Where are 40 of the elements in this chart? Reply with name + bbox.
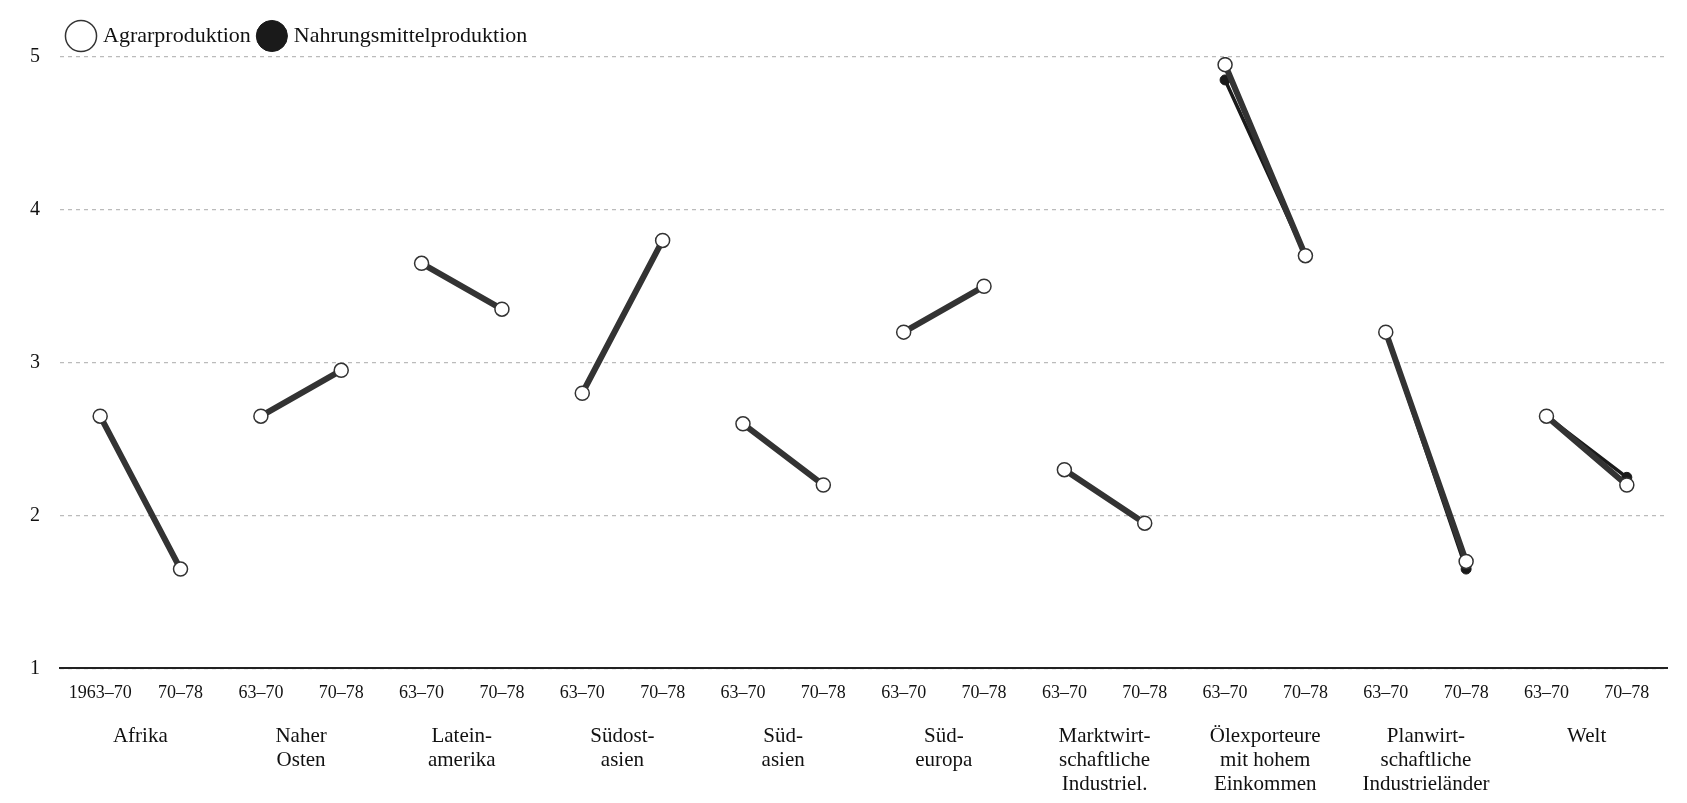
x-tick-label: 63–70 — [399, 681, 445, 702]
x-tick-label: 63–70 — [559, 681, 605, 702]
x-tick-label: 63–70 — [1041, 681, 1087, 702]
x-tick-label: 63–70 — [1523, 681, 1569, 702]
legend-label: Agrarproduktion — [103, 21, 251, 47]
x-tick-label: 63–70 — [238, 681, 284, 702]
x-tick-label: 63–70 — [720, 681, 766, 702]
y-tick-label: 5 — [30, 44, 40, 67]
x-tick-label: 70–78 — [158, 681, 204, 702]
x-tick-label: 70–78 — [1443, 681, 1489, 702]
x-tick-label: 70–78 — [1282, 681, 1328, 702]
y-tick-label: 3 — [30, 349, 40, 372]
text: Süd- europa — [915, 723, 974, 772]
text: Südost- asien — [590, 723, 655, 772]
x-tick-label: 63–70 — [1202, 681, 1248, 702]
y-tick-label: 2 — [30, 502, 40, 525]
text: Welt — [1567, 723, 1607, 748]
x-tick-label: 70–78 — [1122, 681, 1168, 702]
point — [1458, 553, 1474, 570]
x-tick-label: 63–70 — [881, 681, 927, 702]
legend-label: Nahrungsmittelproduktion — [293, 21, 528, 47]
x-tick-label: 70–78 — [479, 681, 525, 702]
text: Ölexporteure mit hohem Einkommen — [1209, 723, 1321, 796]
point — [1217, 57, 1233, 73]
x-tick-label: 63–70 — [1363, 681, 1409, 702]
text: Planwirt- schaftliche Industrieländer — [1362, 723, 1490, 796]
point — [1619, 477, 1635, 493]
x-tick-label: 70–78 — [318, 681, 364, 702]
text: Latein- amerika — [427, 723, 497, 772]
x-tick-label: 70–78 — [640, 681, 686, 702]
text: Naher Osten — [275, 723, 327, 772]
text: Afrika — [112, 723, 169, 748]
x-tick-label: 70–78 — [1604, 681, 1650, 702]
x-tick-label: 70–78 — [961, 681, 1007, 702]
y-tick-label: 1 — [30, 655, 40, 678]
text: Marktwirt- schaftliche Industriel. — [1058, 723, 1151, 796]
y-tick-label: 4 — [30, 197, 40, 220]
x-tick-label: 70–78 — [800, 681, 846, 702]
x-tick-label: 1963–70 — [68, 681, 132, 702]
text: Süd- asien — [761, 723, 806, 772]
